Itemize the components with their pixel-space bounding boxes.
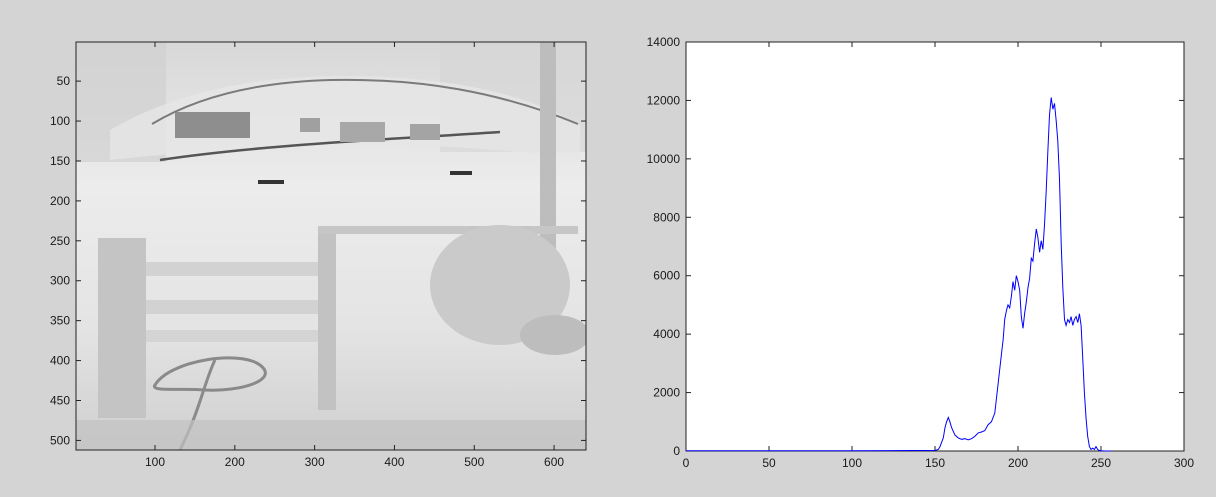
grayscale-image bbox=[76, 42, 586, 450]
image-x-tick-label: 200 bbox=[225, 455, 245, 469]
histogram-y-ticks: 0 2000 4000 6000 8000 10000 12000 14000 bbox=[647, 35, 1184, 458]
histogram-x-ticks: 0 50 100 150 200 250 300 bbox=[683, 42, 1194, 470]
image-y-tick-label: 300 bbox=[50, 274, 70, 288]
image-y-tick-label: 150 bbox=[50, 154, 70, 168]
image-y-ticks: 50 100 150 200 250 300 350 400 450 500 bbox=[50, 74, 586, 447]
image-x-tick-label: 500 bbox=[464, 455, 484, 469]
image-y-tick-label: 500 bbox=[50, 433, 70, 447]
image-y-tick-label: 250 bbox=[50, 234, 70, 248]
histogram-x-tick-label: 150 bbox=[925, 456, 945, 470]
histogram-y-tick-label: 10000 bbox=[647, 152, 681, 166]
image-y-tick-label: 450 bbox=[50, 393, 70, 407]
histogram-y-tick-label: 6000 bbox=[653, 269, 680, 283]
image-y-tick-label: 200 bbox=[50, 194, 70, 208]
histogram-y-tick-label: 2000 bbox=[653, 386, 680, 400]
histogram-x-tick-label: 100 bbox=[842, 456, 862, 470]
histogram-y-tick-label: 14000 bbox=[647, 35, 681, 49]
histogram-y-tick-label: 0 bbox=[673, 444, 680, 458]
image-axes: 100 200 300 400 500 600 50 100 150 200 250 300 350 4… bbox=[50, 41, 587, 469]
image-x-tick-label: 300 bbox=[305, 455, 325, 469]
histogram-x-tick-label: 300 bbox=[1174, 456, 1194, 470]
image-x-tick-label: 400 bbox=[384, 455, 404, 469]
image-x-ticks: 100 200 300 400 500 600 bbox=[145, 42, 564, 469]
image-y-tick-label: 350 bbox=[50, 314, 70, 328]
histogram-y-tick-label: 8000 bbox=[653, 210, 680, 224]
histogram-x-tick-label: 200 bbox=[1008, 456, 1028, 470]
histogram-x-tick-label: 250 bbox=[1091, 456, 1111, 470]
histogram-series-line bbox=[686, 97, 1111, 452]
image-x-tick-label: 600 bbox=[544, 455, 564, 469]
histogram-axes: 0 50 100 150 200 250 300 0 2000 4000 6000 8000 1000… bbox=[647, 35, 1195, 470]
histogram-x-tick-label: 50 bbox=[762, 456, 776, 470]
histogram-x-tick-label: 0 bbox=[683, 456, 690, 470]
histogram-y-tick-label: 4000 bbox=[653, 327, 680, 341]
histogram-y-tick-label: 12000 bbox=[647, 93, 681, 107]
image-y-tick-label: 100 bbox=[50, 114, 70, 128]
image-x-tick-label: 100 bbox=[145, 455, 165, 469]
image-y-tick-label: 50 bbox=[57, 74, 71, 88]
image-y-tick-label: 400 bbox=[50, 354, 70, 368]
